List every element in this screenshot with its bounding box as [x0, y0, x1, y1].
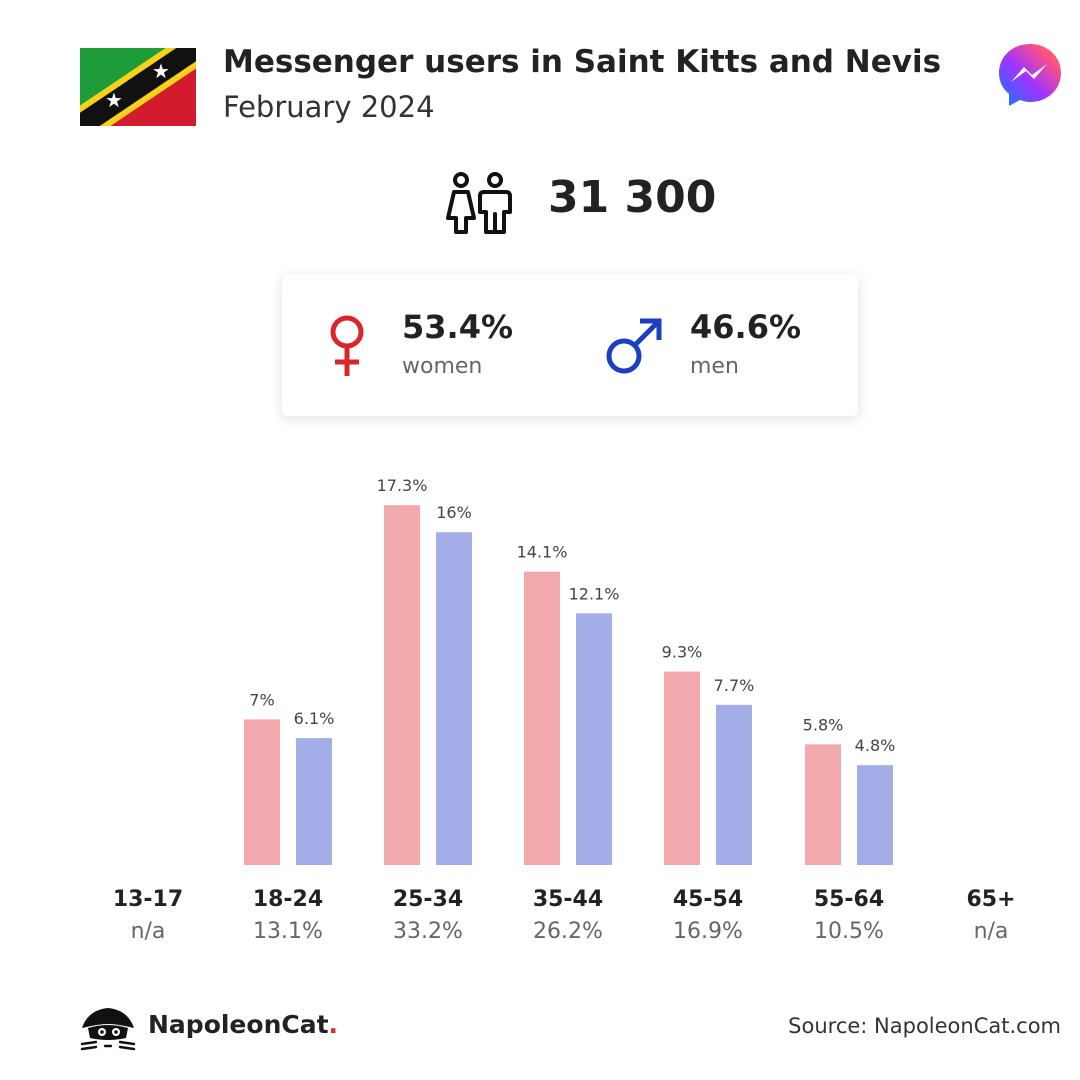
- female-icon: [330, 315, 364, 376]
- brand-text: NapoleonCat: [148, 1010, 329, 1039]
- age-group-share-18-24: 13.1%: [253, 919, 323, 944]
- men-bar-35-44: [576, 613, 612, 865]
- age-group-share-55-64: 10.5%: [814, 919, 884, 944]
- men-bar-55-64: [857, 765, 893, 865]
- women-percentage: 53.4%: [402, 308, 514, 346]
- users-icon: [446, 172, 512, 234]
- women-bar-45-54: [664, 671, 700, 865]
- age-group-label-18-24: 18-24: [253, 887, 323, 912]
- men-bar-45-54: [716, 704, 752, 865]
- women-bar-55-64: [805, 744, 841, 865]
- women-value-label-45-54: 9.3%: [662, 643, 703, 662]
- women-value-label-35-44: 14.1%: [517, 543, 568, 562]
- women-bar-25-34: [384, 505, 420, 865]
- age-group-label-25-34: 25-34: [393, 887, 463, 912]
- men-label: men: [690, 354, 739, 379]
- women-value-label-25-34: 17.3%: [377, 476, 428, 495]
- men-bar-18-24: [296, 738, 332, 865]
- women-label: women: [402, 354, 483, 379]
- age-gender-bar-chart: 13-17 n/a 7% 6.1% 18-24 13.1% 17.3% 16% 25-34 33.…: [113, 476, 1016, 944]
- men-value-label-25-34: 16%: [436, 503, 472, 522]
- men-value-label-35-44: 12.1%: [569, 584, 620, 603]
- men-value-label-45-54: 7.7%: [714, 676, 755, 695]
- age-group-share-25-34: 33.2%: [393, 919, 463, 944]
- women-bar-35-44: [524, 571, 560, 865]
- svg-text:★: ★: [152, 59, 170, 83]
- brand-name: NapoleonCat.: [148, 1010, 338, 1039]
- age-group-share-65+: n/a: [974, 919, 1009, 944]
- messenger-icon: [999, 44, 1061, 106]
- age-group-share-45-54: 16.9%: [673, 919, 743, 944]
- source-credit: Source: NapoleonCat.com: [788, 1014, 1061, 1038]
- men-value-label-55-64: 4.8%: [855, 736, 896, 755]
- women-bar-18-24: [244, 719, 280, 865]
- total-users: 31 300: [548, 172, 717, 223]
- age-group-label-65+: 65+: [966, 887, 1015, 912]
- men-value-label-18-24: 6.1%: [294, 709, 335, 728]
- women-value-label-18-24: 7%: [249, 690, 274, 709]
- men-percentage: 46.6%: [690, 308, 802, 346]
- age-group-label-13-17: 13-17: [113, 887, 183, 912]
- age-group-share-35-44: 26.2%: [533, 919, 603, 944]
- age-group-label-35-44: 35-44: [533, 887, 603, 912]
- women-value-label-55-64: 5.8%: [803, 715, 844, 734]
- brand-dot: .: [328, 1010, 339, 1039]
- male-icon: [606, 318, 662, 374]
- page-subtitle: February 2024: [223, 90, 435, 124]
- gender-split-card: 53.4% women 46.6% men: [282, 274, 858, 416]
- page-title: Messenger users in Saint Kitts and Nevis: [223, 44, 942, 80]
- napoleoncat-logo-icon: [80, 1008, 136, 1051]
- age-group-label-55-64: 55-64: [814, 887, 884, 912]
- age-group-label-45-54: 45-54: [673, 887, 743, 912]
- flag-icon: ★ ★: [80, 48, 196, 126]
- men-bar-25-34: [436, 532, 472, 865]
- age-group-share-13-17: n/a: [131, 919, 166, 944]
- svg-text:★: ★: [105, 88, 123, 112]
